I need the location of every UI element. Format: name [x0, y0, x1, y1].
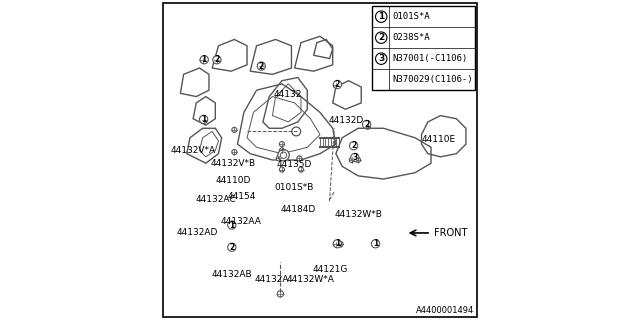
Text: 44154: 44154	[228, 192, 257, 201]
Text: 44132W*A: 44132W*A	[287, 276, 335, 284]
Circle shape	[232, 149, 237, 155]
Circle shape	[228, 243, 236, 252]
Circle shape	[257, 62, 266, 70]
Circle shape	[376, 32, 387, 44]
Circle shape	[228, 221, 236, 229]
Text: 1: 1	[335, 239, 340, 248]
Text: 44132D: 44132D	[328, 116, 364, 125]
Circle shape	[349, 142, 358, 150]
Text: 44121G: 44121G	[312, 265, 348, 274]
Circle shape	[200, 58, 205, 63]
Text: 2: 2	[214, 55, 220, 64]
Circle shape	[276, 156, 282, 161]
Circle shape	[280, 167, 284, 172]
Text: N37001(-C1106): N37001(-C1106)	[392, 54, 467, 63]
Circle shape	[292, 127, 301, 136]
Circle shape	[333, 240, 342, 248]
Text: 1: 1	[373, 239, 378, 248]
Circle shape	[280, 142, 284, 147]
Text: 44132AC: 44132AC	[196, 195, 236, 204]
Text: 44132A: 44132A	[255, 276, 289, 284]
Circle shape	[362, 120, 371, 129]
Text: 44132AA: 44132AA	[220, 217, 261, 226]
Circle shape	[202, 118, 207, 123]
Circle shape	[280, 148, 284, 153]
Circle shape	[297, 156, 302, 161]
Text: 2: 2	[364, 120, 369, 129]
Circle shape	[200, 115, 208, 124]
Text: 0101S*B: 0101S*B	[274, 183, 314, 192]
Text: 2: 2	[378, 33, 385, 42]
Text: N370029(C1106-): N370029(C1106-)	[392, 75, 472, 84]
Circle shape	[212, 56, 221, 64]
Bar	[372, 6, 476, 90]
Text: 44132V*A: 44132V*A	[171, 146, 216, 155]
Circle shape	[333, 83, 339, 88]
Text: 44132W*B: 44132W*B	[334, 210, 382, 219]
Circle shape	[376, 11, 387, 22]
Text: 1: 1	[229, 220, 234, 229]
Text: 3: 3	[352, 153, 358, 162]
Text: 44132AB: 44132AB	[211, 270, 252, 279]
Text: 2: 2	[335, 80, 340, 89]
Text: 1: 1	[378, 12, 385, 21]
Circle shape	[365, 124, 370, 129]
Circle shape	[338, 242, 343, 247]
Text: 44184D: 44184D	[280, 205, 316, 214]
Text: 1: 1	[201, 115, 206, 124]
Circle shape	[349, 157, 355, 163]
Text: 44132AD: 44132AD	[177, 228, 218, 237]
Text: 44132V*B: 44132V*B	[211, 159, 256, 168]
Circle shape	[298, 167, 303, 172]
Text: 0101S*A: 0101S*A	[392, 12, 429, 21]
Text: FRONT: FRONT	[434, 228, 468, 238]
Text: 44110E: 44110E	[422, 135, 456, 144]
Circle shape	[376, 53, 387, 64]
Text: 2: 2	[259, 62, 264, 71]
Text: A4400001494: A4400001494	[415, 306, 474, 315]
Circle shape	[277, 291, 284, 297]
Text: 2: 2	[351, 141, 356, 150]
Circle shape	[333, 242, 339, 247]
Text: 1: 1	[202, 55, 207, 64]
Circle shape	[232, 127, 237, 132]
Circle shape	[214, 58, 220, 63]
Circle shape	[351, 153, 359, 162]
Circle shape	[333, 80, 342, 89]
Circle shape	[200, 56, 209, 64]
Text: 0238S*A: 0238S*A	[392, 33, 429, 42]
Circle shape	[259, 64, 264, 69]
Circle shape	[371, 240, 380, 248]
Circle shape	[278, 149, 289, 161]
Circle shape	[356, 157, 360, 163]
Text: 44135D: 44135D	[276, 160, 312, 169]
Text: 2: 2	[229, 243, 234, 252]
Text: 3: 3	[378, 54, 385, 63]
Text: 44132: 44132	[274, 91, 302, 100]
Text: 44110D: 44110D	[216, 176, 252, 185]
